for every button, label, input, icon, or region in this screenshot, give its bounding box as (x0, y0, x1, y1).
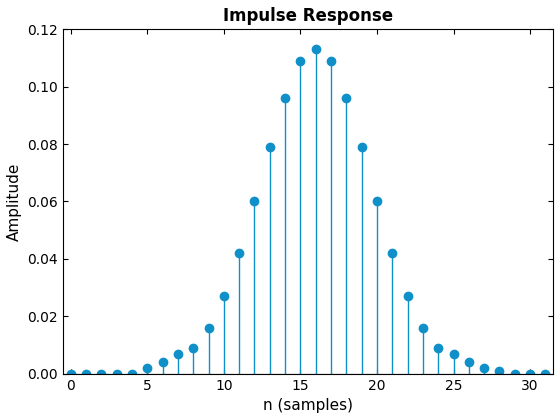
X-axis label: n (samples): n (samples) (263, 398, 353, 413)
Y-axis label: Amplitude: Amplitude (7, 162, 22, 241)
Title: Impulse Response: Impulse Response (223, 7, 393, 25)
